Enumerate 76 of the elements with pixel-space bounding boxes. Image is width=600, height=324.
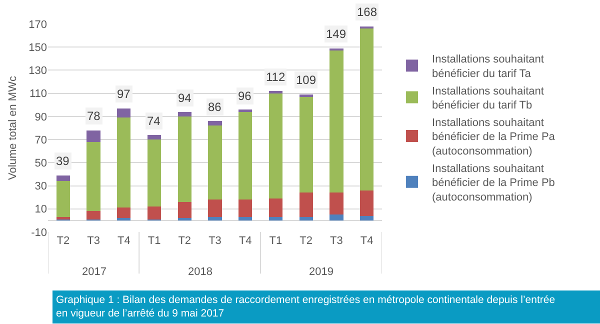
bar bbox=[238, 200, 252, 217]
text: 2019 bbox=[309, 266, 334, 278]
bar bbox=[86, 142, 100, 212]
x-tick-label: T4 bbox=[117, 235, 130, 247]
legend-label: Installations souhaitant bénéficier de la Prime Pb (autoconsommation) bbox=[432, 162, 555, 204]
x-tick-label: T3 bbox=[208, 235, 222, 247]
bar bbox=[147, 206, 162, 220]
bar bbox=[147, 140, 162, 207]
y-tick-label: 70 bbox=[34, 134, 47, 146]
x-tick-label: T1 bbox=[148, 235, 161, 247]
bar bbox=[360, 190, 374, 216]
y-tick-label: 90 bbox=[34, 111, 47, 124]
text: 2017 bbox=[82, 266, 106, 278]
y-tick-label: -10 bbox=[31, 226, 47, 239]
total-label: 168 bbox=[357, 5, 378, 19]
bar bbox=[238, 112, 252, 200]
x-tick-label: T1 bbox=[269, 235, 282, 247]
text: Graphique 1 : Bilan des demandes de raccordement enregistrées en métropole continentale depuis l’entrée en vigueur de l’arrêté du 9 mai 2017 bbox=[56, 294, 556, 320]
total-label: 96 bbox=[238, 89, 252, 103]
y-tick-label: 10 bbox=[34, 204, 47, 216]
legend-label: Installations souhaitant bénéficier du tarif Ta bbox=[432, 54, 544, 80]
text: 2018 bbox=[188, 266, 212, 278]
bar bbox=[208, 126, 222, 200]
y-tick-label: 150 bbox=[28, 42, 47, 54]
bar bbox=[330, 214, 344, 220]
bar bbox=[56, 181, 70, 217]
x-tick-label: T2 bbox=[56, 235, 70, 247]
bar bbox=[178, 202, 192, 218]
x-tick-label: T4 bbox=[238, 235, 252, 247]
bar bbox=[56, 216, 70, 220]
total-label: 78 bbox=[87, 109, 101, 123]
bar bbox=[299, 96, 313, 193]
bar bbox=[268, 198, 283, 217]
bar bbox=[147, 134, 162, 140]
bar bbox=[117, 118, 131, 208]
x-tick-label: T2 bbox=[300, 235, 313, 247]
x-tick-label: T4 bbox=[360, 235, 374, 247]
bar bbox=[56, 175, 70, 182]
x-tick-label: T3 bbox=[330, 235, 343, 247]
bar bbox=[360, 28, 374, 190]
x-tick-label: T3 bbox=[87, 235, 100, 247]
bar bbox=[238, 216, 252, 220]
bar bbox=[86, 211, 100, 220]
bar bbox=[178, 112, 192, 116]
bar bbox=[268, 216, 283, 220]
bar bbox=[299, 216, 313, 220]
x-tick-label: T2 bbox=[178, 235, 192, 247]
legend-label: Installations souhaitant bénéficier du tarif Tb bbox=[432, 85, 544, 112]
bar bbox=[360, 216, 374, 220]
total-label: 109 bbox=[296, 73, 316, 87]
y-tick-label: 30 bbox=[34, 180, 47, 193]
bar bbox=[208, 200, 222, 217]
bar bbox=[330, 50, 344, 193]
y-tick-label: 50 bbox=[34, 158, 47, 170]
y-tick-label: 130 bbox=[28, 65, 47, 78]
total-label: 39 bbox=[56, 154, 70, 168]
bar bbox=[208, 121, 222, 126]
total-label: 74 bbox=[147, 114, 161, 128]
bar bbox=[299, 94, 313, 97]
bar bbox=[268, 93, 283, 198]
total-label: 94 bbox=[178, 91, 192, 105]
bar bbox=[178, 116, 192, 202]
y-tick-label: 110 bbox=[29, 88, 47, 100]
bar bbox=[208, 216, 222, 220]
bar bbox=[86, 130, 100, 142]
bar bbox=[330, 192, 344, 215]
bar bbox=[117, 208, 131, 218]
total-label: 86 bbox=[208, 100, 222, 114]
total-label: 97 bbox=[117, 87, 131, 101]
bar bbox=[117, 108, 131, 118]
y-axis-title: Volume total en MWc bbox=[7, 76, 19, 180]
legend-label: Installations souhaitant bénéficier de la Prime Pa (autoconsommation) bbox=[432, 116, 556, 158]
y-tick-label: 170 bbox=[28, 18, 47, 31]
bar bbox=[299, 192, 313, 217]
total-label: 112 bbox=[266, 70, 286, 84]
total-label: 149 bbox=[326, 27, 346, 41]
